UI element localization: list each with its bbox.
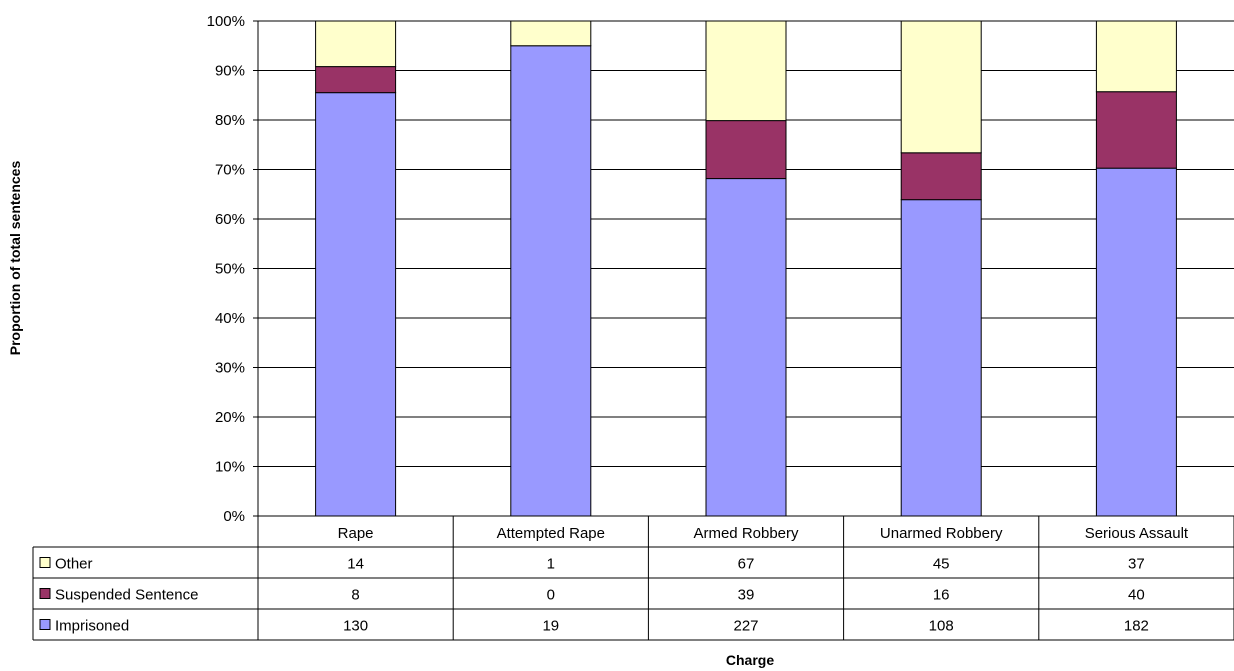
y-tick-label: 70% [215, 162, 245, 179]
y-axis-label: Proportion of total sentences [7, 161, 23, 356]
legend-swatch-other [39, 557, 51, 568]
legend-label-suspended-sentence: Suspended Sentence [55, 587, 198, 604]
bar-suspended-sentence-serious-assault [1095, 91, 1177, 169]
bar-imprisoned-armed-robbery [705, 178, 787, 517]
table-value-suspended-sentence-rape: 8 [351, 587, 359, 604]
table-value-suspended-sentence-serious-assault: 40 [1128, 587, 1145, 604]
table-value-other-serious-assault: 37 [1128, 556, 1145, 573]
y-tick-label: 30% [215, 360, 245, 377]
bar-imprisoned-rape [315, 92, 397, 517]
x-axis-label: Charge [726, 652, 774, 668]
bar-suspended-sentence-rape [315, 66, 397, 94]
bar-other-attempted-rape [510, 20, 592, 47]
table-value-other-unarmed-robbery: 45 [933, 556, 950, 573]
table-value-imprisoned-attempted-rape: 19 [542, 618, 559, 635]
y-tick-label: 20% [215, 409, 245, 426]
category-label-serious-assault: Serious Assault [1085, 525, 1189, 542]
legend-label-other: Other [55, 556, 93, 573]
bar-imprisoned-serious-assault [1095, 167, 1177, 517]
table-value-other-armed-robbery: 67 [738, 556, 755, 573]
y-tick-label: 40% [215, 310, 245, 327]
table-value-suspended-sentence-attempted-rape: 0 [547, 587, 555, 604]
bar-imprisoned-attempted-rape [510, 45, 592, 517]
category-label-attempted-rape: Attempted Rape [497, 525, 605, 542]
data-table: Rape Attempted Rape Armed Robbery Unarmed R… [32, 515, 1234, 641]
y-tick-label: 50% [215, 261, 245, 278]
y-tick-label: 10% [215, 459, 245, 476]
bar-other-serious-assault [1095, 20, 1177, 93]
table-value-imprisoned-rape: 130 [343, 618, 368, 635]
bar-imprisoned-unarmed-robbery [900, 199, 982, 517]
legend-swatch-suspended-sentence [39, 588, 51, 599]
category-label-rape: Rape [338, 525, 374, 542]
table-value-imprisoned-armed-robbery: 227 [733, 618, 758, 635]
category-label-armed-robbery: Armed Robbery [693, 525, 799, 542]
axes: 0% 10% 20% 30% 40% 50% 60% 70% 80% 90% 100% [207, 13, 259, 525]
y-tick-label: 100% [207, 13, 245, 30]
bars [315, 20, 1177, 517]
legend-label-imprisoned: Imprisoned [55, 618, 129, 635]
bar-other-unarmed-robbery [900, 20, 982, 154]
legend-swatch-imprisoned [39, 619, 51, 630]
table-value-imprisoned-serious-assault: 182 [1124, 618, 1149, 635]
table-value-suspended-sentence-armed-robbery: 39 [738, 587, 755, 604]
y-tick-label: 0% [223, 508, 245, 525]
bar-other-armed-robbery [705, 20, 787, 122]
y-tick-label: 90% [215, 63, 245, 80]
bar-other-rape [315, 20, 397, 68]
table-value-other-attempted-rape: 1 [547, 556, 555, 573]
y-tick-label: 80% [215, 112, 245, 129]
bar-suspended-sentence-unarmed-robbery [900, 152, 982, 201]
table-value-other-rape: 14 [347, 556, 364, 573]
category-label-unarmed-robbery: Unarmed Robbery [880, 525, 1003, 542]
table-value-imprisoned-unarmed-robbery: 108 [929, 618, 954, 635]
bar-suspended-sentence-armed-robbery [705, 120, 787, 180]
y-tick-label: 60% [215, 211, 245, 228]
table-value-suspended-sentence-unarmed-robbery: 16 [933, 587, 950, 604]
